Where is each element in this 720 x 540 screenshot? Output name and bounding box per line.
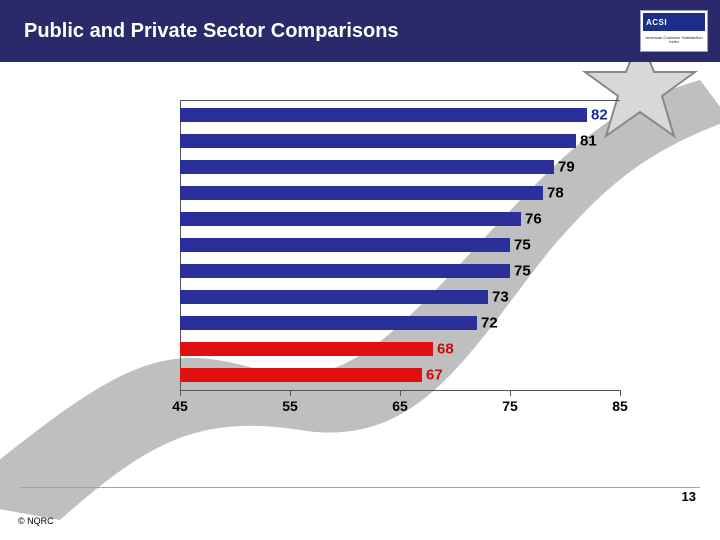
value-label: 75 [510, 263, 531, 280]
x-tick-label: 85 [612, 398, 628, 414]
value-label: 81 [576, 133, 597, 150]
x-tick-label: 55 [282, 398, 298, 414]
x-tick-label: 75 [502, 398, 518, 414]
bar [180, 264, 510, 278]
value-label: 79 [554, 159, 575, 176]
bar [180, 134, 576, 148]
x-tick-label: 65 [392, 398, 408, 414]
value-label: 73 [488, 289, 509, 306]
bar [180, 238, 510, 252]
value-label: 75 [510, 237, 531, 254]
logo-subtitle: American Customer Satisfaction Index [643, 31, 705, 49]
bar [180, 160, 554, 174]
acsi-logo: ACSI American Customer Satisfaction Inde… [640, 10, 708, 52]
bar [180, 212, 521, 226]
footer-divider [20, 487, 700, 488]
bar [180, 186, 543, 200]
logo-acronym: ACSI [643, 13, 705, 31]
value-label: 68 [433, 341, 454, 358]
bar [180, 368, 422, 382]
value-label: 78 [543, 185, 564, 202]
header-bar: Public and Private Sector Comparisons AC… [0, 0, 720, 62]
plot-top-border [180, 100, 620, 101]
x-tick-mark [400, 390, 401, 396]
copyright: © NQRC [18, 516, 54, 526]
page-title: Public and Private Sector Comparisons [24, 20, 399, 43]
value-label: 82 [587, 107, 608, 124]
value-label: 67 [422, 367, 443, 384]
x-tick-mark [510, 390, 511, 396]
x-tick-mark [620, 390, 621, 396]
comparison-chart: 4555657585Durable Goods82Nondurable Good… [40, 100, 680, 420]
x-tick-label: 45 [172, 398, 188, 414]
value-label: 72 [477, 315, 498, 332]
bar [180, 316, 477, 330]
bar [180, 108, 587, 122]
x-tick-mark [180, 390, 181, 396]
x-tick-mark [290, 390, 291, 396]
value-label: 76 [521, 211, 542, 228]
page-number: 13 [682, 489, 696, 504]
bar [180, 342, 433, 356]
bar [180, 290, 488, 304]
